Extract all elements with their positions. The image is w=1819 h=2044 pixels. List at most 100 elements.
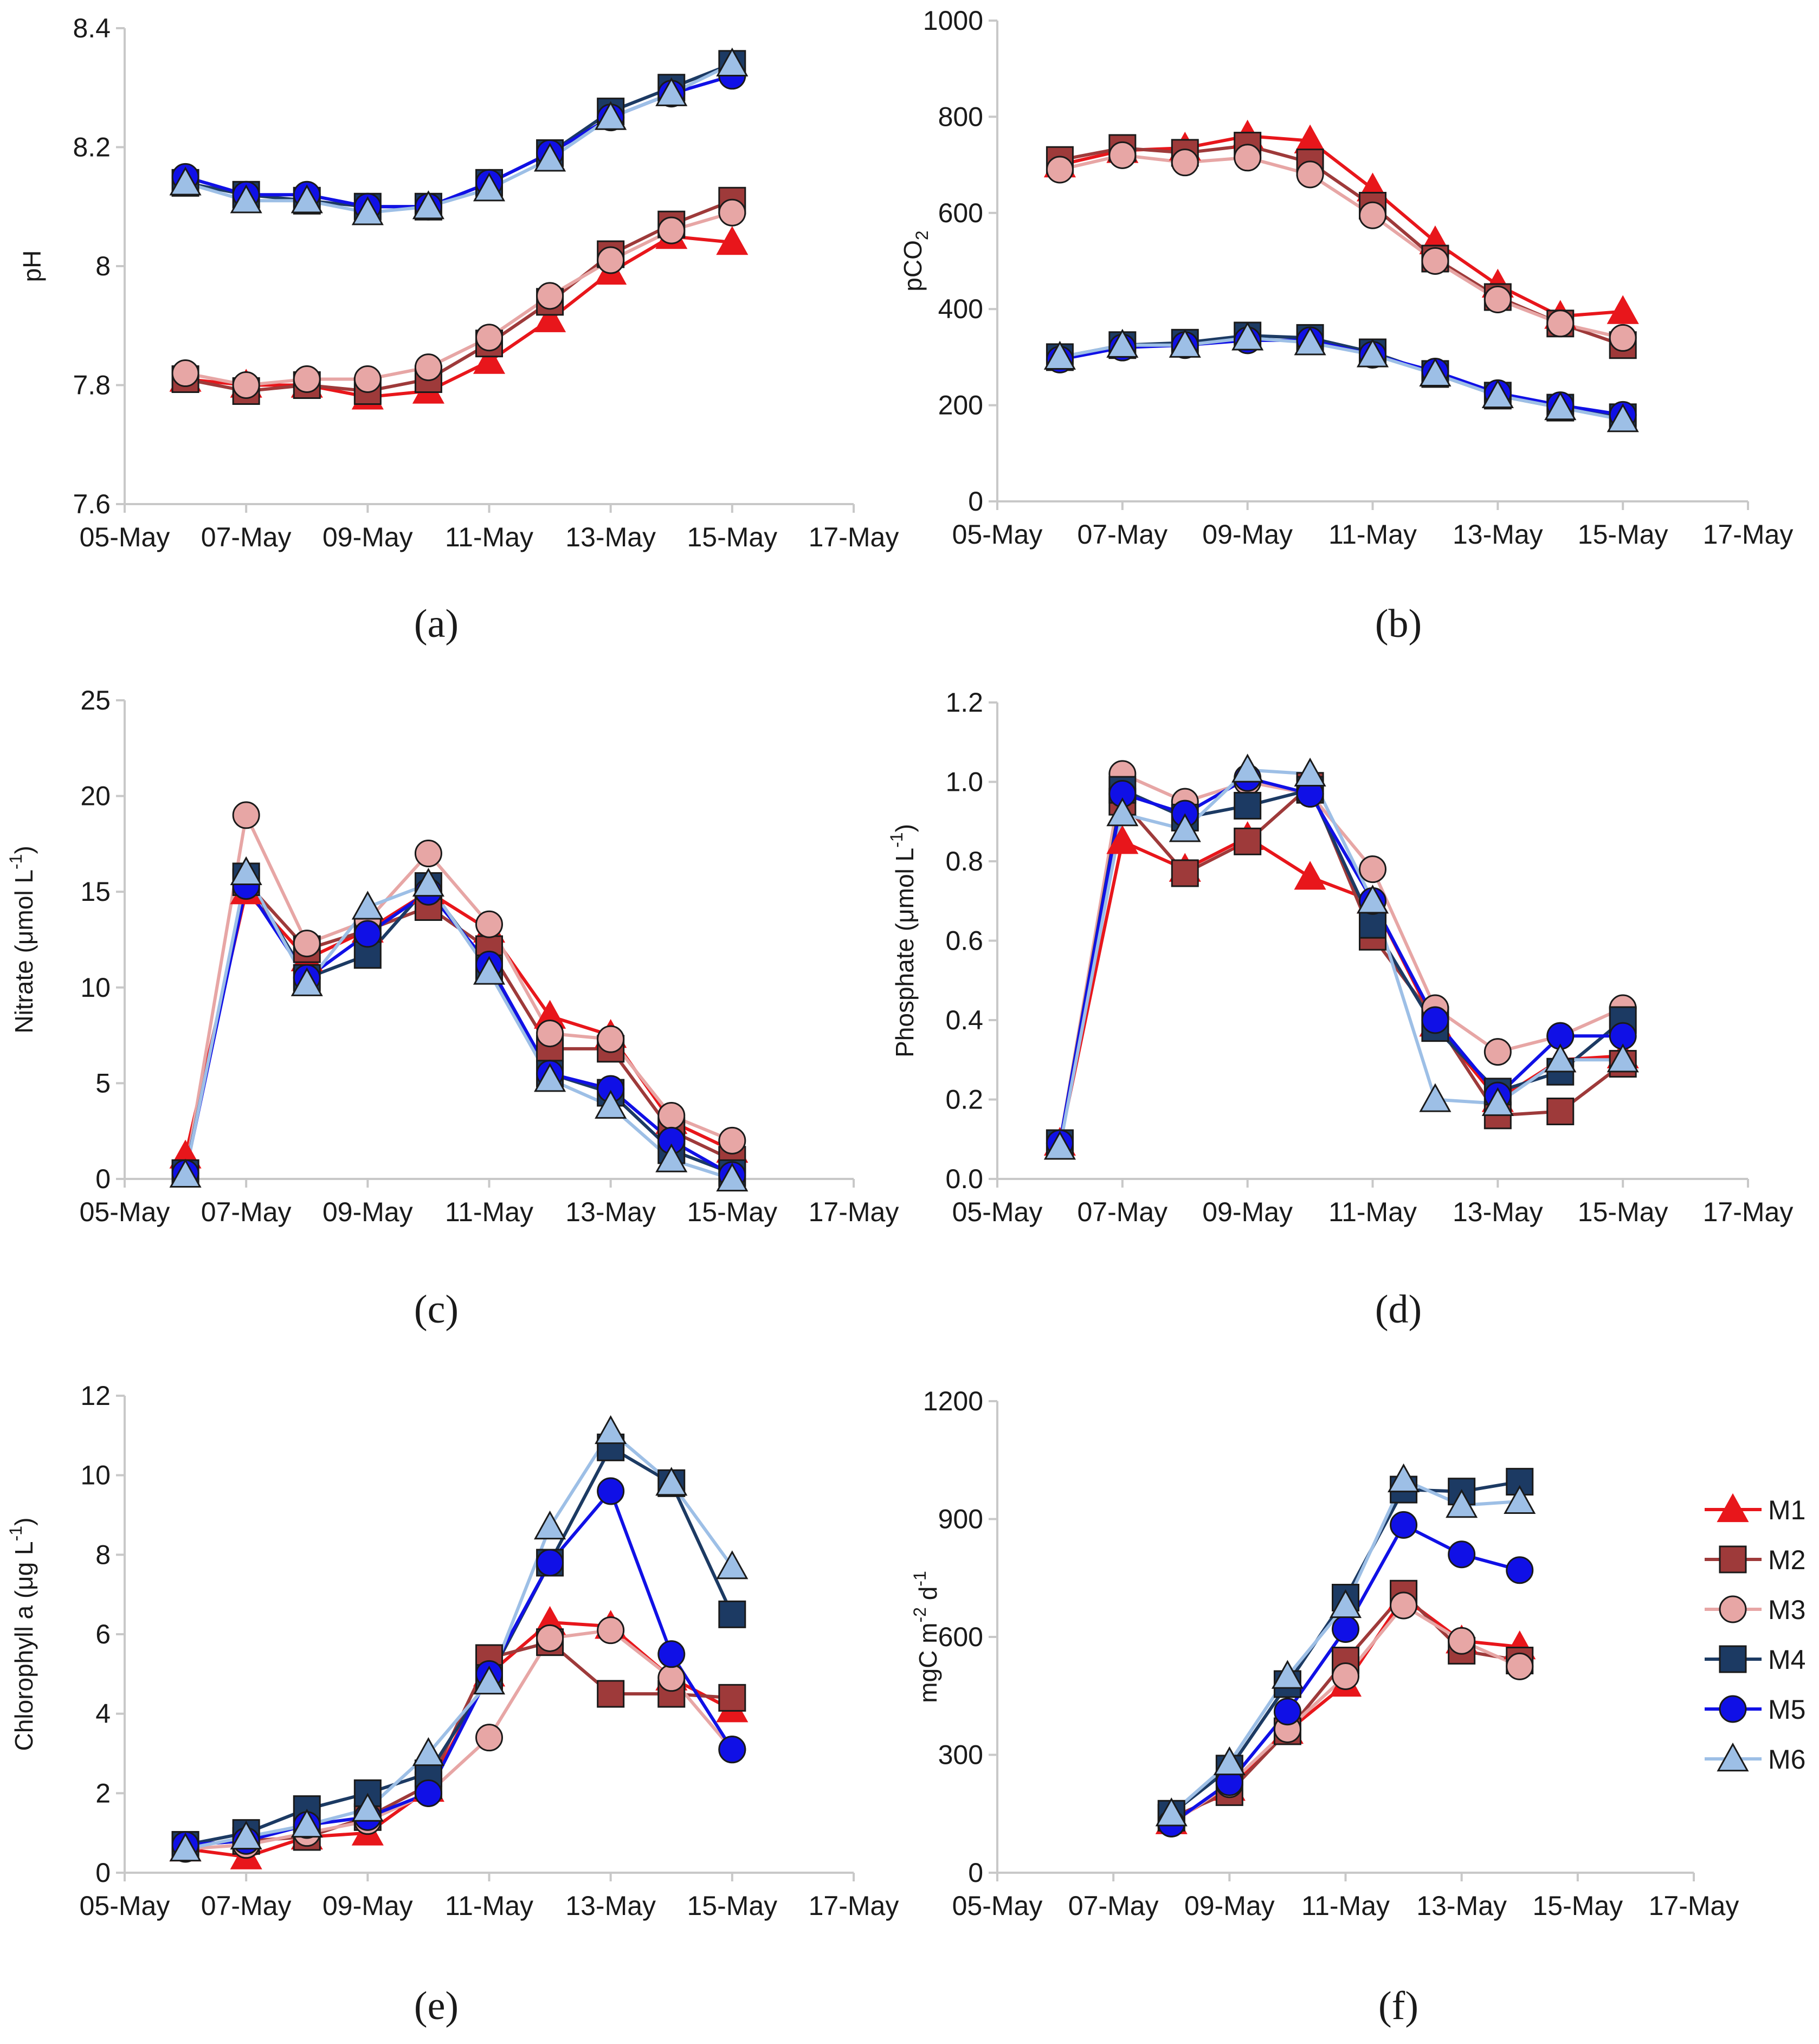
data-point-m6	[1607, 1043, 1639, 1073]
series-line-m6	[1059, 336, 1623, 422]
y-tick-label: 0.6	[945, 926, 983, 956]
y-tick-label: 800	[938, 101, 983, 132]
series-line-m6	[185, 62, 733, 215]
x-tick-label: 13-May	[565, 1197, 656, 1227]
y-tick-label: 1200	[923, 1386, 983, 1416]
data-point-m6	[473, 956, 506, 985]
data-point-m3	[1390, 1591, 1418, 1620]
x-tick-label: 09-May	[1202, 519, 1293, 550]
chart-panel-3: 0 5 10 15 20 25 05-May 07-May 09-May 11-May 13-May…	[6, 685, 899, 1332]
panel-label: (b)	[1375, 602, 1422, 646]
data-point-m5	[718, 1736, 746, 1764]
x-tick-label: 05-May	[952, 519, 1043, 550]
x-tick-label: 09-May	[322, 522, 413, 552]
data-point-m6	[1481, 1087, 1514, 1116]
x-tick-label: 07-May	[201, 522, 292, 552]
data-point-m5	[1421, 1006, 1449, 1034]
x-tick-label: 11-May	[445, 522, 533, 552]
data-point-m6	[1329, 1589, 1362, 1619]
legend-marker-m3	[1719, 1595, 1747, 1623]
x-tick-label: 05-May	[952, 1197, 1043, 1227]
data-point-m3	[657, 1101, 686, 1130]
x-tick-label: 05-May	[80, 1891, 170, 1921]
data-point-m3	[536, 1020, 564, 1048]
y-tick-label: 200	[938, 390, 983, 421]
y-tick-label: 7.8	[73, 370, 111, 401]
data-point-m6	[1419, 1083, 1452, 1112]
chart-panel-5: 0 2 4 6 8 10 12 05-May 07-May 09-May 11-May 13-May 1…	[6, 1381, 899, 2028]
legend-marker-m2	[1719, 1545, 1747, 1574]
x-tick-label: 05-May	[952, 1891, 1043, 1921]
data-point-m2	[1171, 859, 1199, 887]
series-line-m1	[1058, 836, 1623, 1144]
y-tick-label: 900	[938, 1504, 983, 1534]
data-point-m6	[473, 1665, 506, 1695]
x-tick-label: 15-May	[687, 1891, 777, 1921]
data-point-m3	[293, 930, 321, 958]
y-tick-label: 12	[80, 1381, 111, 1411]
x-tick-label: 17-May	[1703, 519, 1794, 550]
y-tick-label: 7.6	[73, 489, 111, 519]
data-point-m6	[1231, 321, 1264, 351]
data-point-m4	[1234, 791, 1262, 820]
data-point-m6	[1106, 328, 1139, 358]
data-point-m6	[716, 1162, 749, 1192]
y-tick-label: 1.2	[945, 687, 983, 718]
data-point-m2	[1546, 1097, 1575, 1125]
data-point-m3	[657, 216, 686, 244]
data-point-m6	[716, 47, 749, 76]
data-point-m1	[1607, 295, 1639, 324]
data-point-m3	[1108, 141, 1137, 169]
panel-label: (a)	[414, 602, 459, 646]
y-tick-label: 10	[80, 972, 111, 1003]
data-point-m6	[595, 101, 627, 130]
data-point-m6	[351, 1792, 384, 1822]
x-tick-label: 15-May	[687, 1197, 777, 1227]
data-point-m5	[597, 1477, 625, 1505]
chart-panel-1: 7.6 7.8 8 8.2 8.4 05-May 07-May 09-May 11-May 13-…	[18, 13, 899, 646]
x-tick-label: 07-May	[1077, 1197, 1167, 1227]
y-tick-label: 0.2	[945, 1085, 983, 1115]
x-tick-label: 17-May	[809, 522, 899, 552]
data-point-m3	[475, 1724, 503, 1752]
x-tick-label: 11-May	[1328, 519, 1417, 550]
data-point-m3	[536, 1624, 564, 1652]
data-point-m6	[230, 1820, 262, 1850]
data-point-m2	[597, 1680, 625, 1708]
x-tick-label: 13-May	[565, 522, 656, 552]
data-point-m6	[1043, 1131, 1076, 1160]
y-tick-label: 0	[968, 486, 983, 517]
data-point-m3	[171, 359, 199, 388]
data-point-m6	[230, 184, 262, 214]
x-tick-label: 15-May	[687, 522, 777, 552]
y-tick-label: 600	[938, 1622, 983, 1652]
data-point-m6	[1169, 813, 1201, 842]
series-line-m6	[185, 1430, 734, 1850]
data-point-m6	[534, 143, 566, 172]
x-tick-label: 09-May	[1202, 1197, 1293, 1227]
y-tick-label: 0.8	[945, 846, 983, 876]
panel-label: (c)	[414, 1287, 459, 1332]
series-line-m1	[185, 235, 733, 399]
x-tick-label: 17-May	[809, 1197, 899, 1227]
data-point-m3	[597, 1616, 625, 1645]
y-tick-label: 5	[95, 1068, 111, 1098]
y-axis-title: pH	[18, 250, 46, 282]
data-point-m6	[655, 1143, 688, 1172]
x-tick-label: 07-May	[201, 1197, 292, 1227]
data-point-m3	[1421, 247, 1449, 275]
y-tick-label: 4	[95, 1699, 111, 1729]
legend-marker-m1	[1717, 1493, 1749, 1523]
y-axis-title: Nitrate (μmol L-1)	[6, 846, 38, 1033]
data-point-m6	[1446, 1489, 1478, 1518]
data-point-m3	[597, 246, 625, 274]
x-tick-label: 13-May	[1416, 1891, 1507, 1921]
y-tick-label: 0.4	[945, 1005, 983, 1035]
y-tick-label: 20	[80, 781, 111, 811]
series-line-m2	[185, 1640, 733, 1847]
x-tick-label: 15-May	[1578, 519, 1668, 550]
y-tick-label: 300	[938, 1740, 983, 1770]
data-point-m6	[412, 867, 444, 897]
series-line-m1	[184, 890, 733, 1157]
data-point-m1	[1294, 861, 1326, 890]
